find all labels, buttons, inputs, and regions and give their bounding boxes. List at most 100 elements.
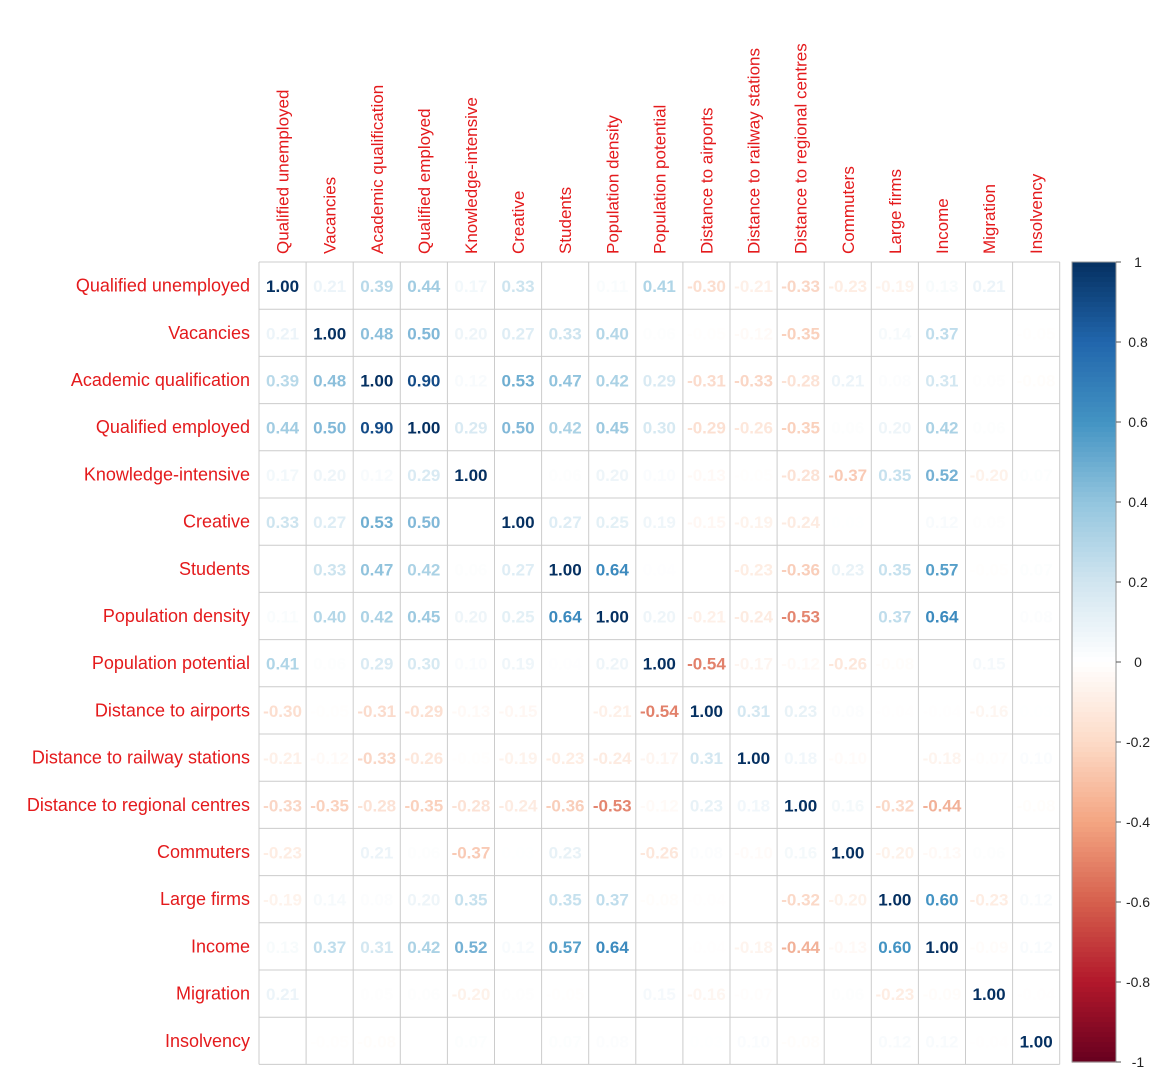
cell-value: 0.42 xyxy=(549,419,582,438)
cell-value: 0.25 xyxy=(596,513,629,532)
cell-value: -0.36 xyxy=(781,560,820,579)
cell-value: 1.00 xyxy=(407,419,440,438)
colorbar-segment xyxy=(1072,682,1116,688)
colorbar-segment xyxy=(1072,1017,1116,1023)
cell-value: 0.20 xyxy=(407,891,440,910)
cell-value: 0.29 xyxy=(407,466,440,485)
colorbar-segment xyxy=(1072,452,1116,458)
colorbar-segment xyxy=(1072,702,1116,708)
cell-value: 1.00 xyxy=(596,608,629,627)
colorbar-segment xyxy=(1072,1037,1116,1043)
colorbar-segment xyxy=(1072,667,1116,673)
colorbar-segment xyxy=(1072,1052,1116,1058)
cell-value: -0.28 xyxy=(781,466,820,485)
cell-value: 0.04 xyxy=(643,560,677,579)
cell-value: -0.32 xyxy=(781,891,820,910)
colorbar-segment xyxy=(1072,527,1116,533)
colorbar-segment xyxy=(1072,562,1116,568)
cell-value: 0.35 xyxy=(549,891,582,910)
cell-value: 0.39 xyxy=(266,372,299,391)
colorbar-segment xyxy=(1072,357,1116,363)
cell-value: 0.23 xyxy=(690,796,723,815)
cell-value: -0.21 xyxy=(263,749,302,768)
cell-value: 0.60 xyxy=(878,938,911,957)
cell-value: -0.28 xyxy=(452,796,491,815)
colorbar-segment xyxy=(1072,972,1116,978)
cell-value: 0.06 xyxy=(549,466,582,485)
cell-value: 0.02 xyxy=(1020,844,1053,863)
row-labels: Qualified unemployed Vacancies Academic qu… xyxy=(27,276,250,1051)
cell-value: 0.42 xyxy=(407,938,440,957)
cell-value: 0.15 xyxy=(643,985,676,1004)
colorbar-segment xyxy=(1072,582,1116,588)
cell-value: -0.04 xyxy=(687,891,726,910)
colorbar-segment xyxy=(1072,807,1116,813)
colorbar-segment xyxy=(1072,322,1116,328)
colorbar-segment xyxy=(1072,847,1116,853)
colorbar-segment xyxy=(1072,422,1116,428)
cell-value: 0.31 xyxy=(690,749,723,768)
cell-value: -0.17 xyxy=(640,749,679,768)
colorbar-segment xyxy=(1072,467,1116,473)
cell-value: 0.33 xyxy=(266,513,299,532)
cell-value: 0.35 xyxy=(878,560,911,579)
colorbar-segment xyxy=(1072,677,1116,683)
cell-value: 1.00 xyxy=(1020,1032,1053,1051)
cell-value: -0.01 xyxy=(875,749,914,768)
colorbar-segment xyxy=(1072,712,1116,718)
cell-value: -0.20 xyxy=(970,466,1009,485)
cell-value: -0.33 xyxy=(781,277,820,296)
cell-value: 0.06 xyxy=(407,844,440,863)
colorbar-segment xyxy=(1072,477,1116,483)
cell-value: -0.13 xyxy=(923,844,962,863)
colorbar-segment xyxy=(1072,657,1116,663)
colorbar-segment xyxy=(1072,292,1116,298)
row-label-qualified-unemployed: Qualified unemployed xyxy=(76,276,250,296)
cell-value: 0.23 xyxy=(831,560,864,579)
cell-value: 0.33 xyxy=(313,560,346,579)
colorbar-segment xyxy=(1072,627,1116,633)
cell-value: 0.19 xyxy=(643,513,676,532)
cell-value: -0.30 xyxy=(687,277,726,296)
cell-value: 0.21 xyxy=(360,844,393,863)
cell-value: -0.31 xyxy=(357,702,396,721)
cell-value: -0.37 xyxy=(828,466,867,485)
cell-value: -0.05 xyxy=(310,1032,349,1051)
colorbar-segment xyxy=(1072,317,1116,323)
cell-value: 0.50 xyxy=(502,419,535,438)
cell-value: 0.13 xyxy=(266,938,299,957)
cell-value: -0.21 xyxy=(593,702,632,721)
cell-value: -0.26 xyxy=(404,749,443,768)
cell-value: 0.35 xyxy=(878,466,911,485)
cell-value: 0.01 xyxy=(643,938,676,957)
column-label-creative: Creative xyxy=(509,191,528,254)
cell-value: -0.13 xyxy=(828,938,867,957)
colorbar-segment xyxy=(1072,962,1116,968)
cell-value: -0.02 xyxy=(310,844,349,863)
colorbar-segment xyxy=(1072,642,1116,648)
cell-value: 0.20 xyxy=(313,466,346,485)
cell-value: 0.31 xyxy=(925,372,958,391)
colorbar-segment xyxy=(1072,1032,1116,1038)
cell-value: 0.02 xyxy=(266,560,299,579)
row-label-population-density: Population density xyxy=(103,606,250,626)
cell-value: -0.02 xyxy=(828,324,867,343)
color-legend: 1 0.8 0.6 0.4 0.2 0 -0.2 -0.4 -0.6 -0.8 -1 xyxy=(1071,254,1150,1070)
cell-value: 1.00 xyxy=(643,655,676,674)
colorbar-segment xyxy=(1072,602,1116,608)
colorbar-segment xyxy=(1072,732,1116,738)
cell-value: 0.20 xyxy=(596,466,629,485)
cell-value: -0.08 xyxy=(1017,796,1056,815)
cell-value: -0.23 xyxy=(263,844,302,863)
cell-value: 0.64 xyxy=(549,608,583,627)
colorbar-segment xyxy=(1072,547,1116,553)
cell-value: -0.13 xyxy=(452,702,491,721)
cell-value: 0.16 xyxy=(784,844,817,863)
colorbar-segment xyxy=(1072,1002,1116,1008)
colorbar-segment xyxy=(1072,832,1116,838)
colorbar-segment xyxy=(1072,917,1116,923)
cell-value: 0.07 xyxy=(549,1032,582,1051)
cell-value: -0.10 xyxy=(734,844,773,863)
column-label-academic-qualification: Academic qualification xyxy=(368,85,387,254)
colorbar-tick-label: 0.4 xyxy=(1128,494,1148,510)
